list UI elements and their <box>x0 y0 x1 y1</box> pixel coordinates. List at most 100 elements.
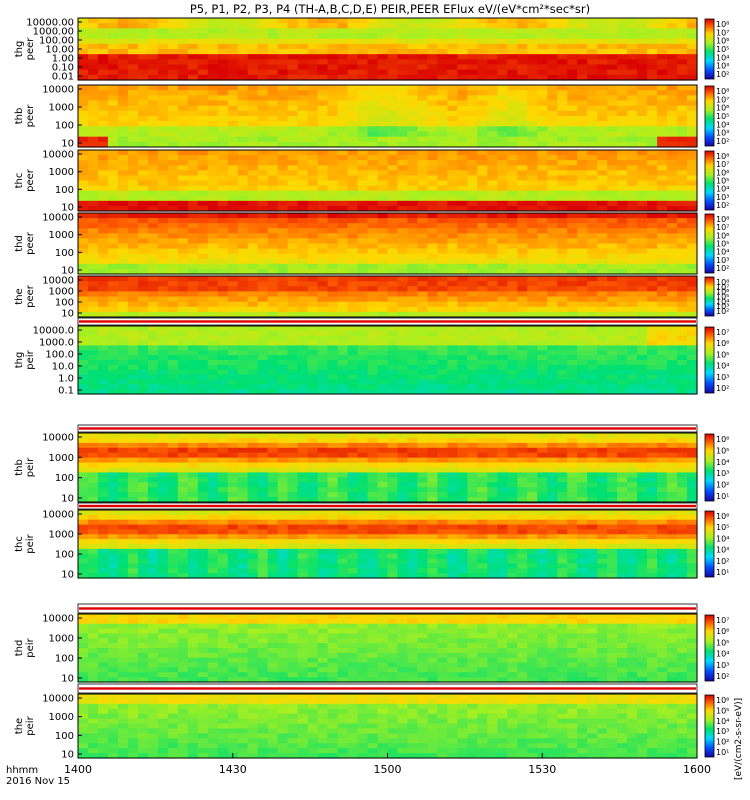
heatmap-cell <box>537 243 548 250</box>
heatmap-cell <box>287 355 299 361</box>
heatmap-cell <box>567 286 578 292</box>
heatmap-cell <box>667 165 678 171</box>
heatmap-cell <box>217 175 229 182</box>
heatmap-cell <box>247 253 259 260</box>
heatmap-cell <box>117 389 129 395</box>
heatmap-cell <box>327 350 339 356</box>
heatmap-cell <box>317 175 329 182</box>
heatmap-cell <box>78 437 89 444</box>
heatmap-cell <box>477 452 488 459</box>
heatmap-cell <box>577 170 588 177</box>
heatmap-cell <box>127 49 139 55</box>
heatmap-cell <box>637 296 648 303</box>
heatmap-cell <box>327 121 339 127</box>
heatmap-cell <box>557 64 568 71</box>
heatmap-cell <box>247 131 259 138</box>
heatmap-cell <box>507 330 518 337</box>
heatmap-cell <box>597 200 608 207</box>
heatmap-cell <box>637 170 648 177</box>
heatmap-cell <box>127 213 139 219</box>
heatmap-cell <box>477 28 488 35</box>
heatmap-cell <box>417 95 429 102</box>
heatmap-cell <box>627 69 638 76</box>
heatmap-cell <box>627 195 638 202</box>
heatmap-cell <box>667 155 678 161</box>
heatmap-cell <box>577 330 588 337</box>
heatmap-cell <box>287 437 299 444</box>
heatmap-cell <box>267 291 279 298</box>
heatmap-cell <box>547 281 558 287</box>
heatmap-cell <box>167 384 179 390</box>
heatmap-cell <box>217 228 229 234</box>
heatmap-cell <box>647 364 658 371</box>
heatmap-cell <box>187 253 199 260</box>
heatmap-cell <box>117 306 129 313</box>
heatmap-cell <box>657 281 668 287</box>
heatmap-cell <box>567 95 578 102</box>
heatmap-cell <box>217 389 229 395</box>
heatmap-cell <box>107 472 119 478</box>
heatmap-cell <box>517 64 528 71</box>
heatmap-cell <box>407 23 419 29</box>
heatmap-cell <box>637 457 648 464</box>
heatmap-cell <box>167 126 179 133</box>
heatmap-cell <box>527 69 538 76</box>
heatmap-cell <box>277 447 289 454</box>
heatmap-cell <box>167 253 179 260</box>
heatmap-cell <box>687 49 698 55</box>
heatmap-cell <box>157 437 169 444</box>
heatmap-cell <box>287 105 299 112</box>
heatmap-cell <box>207 116 219 122</box>
heatmap-cell <box>457 345 468 351</box>
heatmap-cell <box>557 54 568 60</box>
heatmap-cell <box>677 223 688 229</box>
heatmap-cell <box>497 100 508 107</box>
heatmap-cell <box>267 369 279 376</box>
heatmap-cell <box>227 301 239 308</box>
heatmap-cell <box>277 364 289 371</box>
heatmap-cell <box>607 360 618 366</box>
heatmap-cell <box>587 296 598 303</box>
heatmap-cell <box>217 248 229 255</box>
heatmap-cell <box>447 69 458 76</box>
heatmap-cell <box>507 126 518 133</box>
heatmap-cell <box>187 472 199 478</box>
heatmap-cell <box>657 355 668 361</box>
heatmap-cell <box>267 326 279 332</box>
heatmap-cell <box>157 165 169 171</box>
heatmap-cell <box>557 155 568 161</box>
heatmap-cell <box>147 301 159 308</box>
heatmap-cell <box>267 462 279 469</box>
heatmap-cell <box>637 447 648 454</box>
heatmap-cell <box>367 126 379 133</box>
heatmap-cell <box>227 100 239 107</box>
heatmap-cell <box>317 296 329 303</box>
heatmap-cell <box>657 384 668 390</box>
heatmap-cell <box>107 311 119 318</box>
heatmap-cell <box>267 185 279 192</box>
heatmap-cell <box>597 276 608 282</box>
heatmap-cell <box>627 384 638 390</box>
panel-label: peer <box>25 284 36 308</box>
heatmap-cell <box>647 218 658 224</box>
heatmap-cell <box>137 205 149 212</box>
heatmap-cell <box>367 433 379 439</box>
heatmap-cell <box>207 228 219 234</box>
heatmap-cell <box>187 447 199 454</box>
heatmap-cell <box>137 384 149 390</box>
heatmap-cell <box>487 28 498 35</box>
heatmap-cell <box>137 276 149 282</box>
heatmap-cell <box>177 69 189 76</box>
heatmap-cell <box>247 116 259 122</box>
heatmap-cell <box>337 150 349 156</box>
heatmap-cell <box>357 243 369 250</box>
heatmap-cell <box>257 160 269 166</box>
heatmap-cell <box>467 258 478 265</box>
heatmap-cell <box>497 150 508 156</box>
heatmap-cell <box>617 195 628 202</box>
heatmap-cell <box>78 190 89 197</box>
heatmap-cell <box>207 150 219 156</box>
heatmap-cell <box>87 85 99 91</box>
heatmap-cell <box>587 433 598 439</box>
heatmap-cell <box>217 150 229 156</box>
